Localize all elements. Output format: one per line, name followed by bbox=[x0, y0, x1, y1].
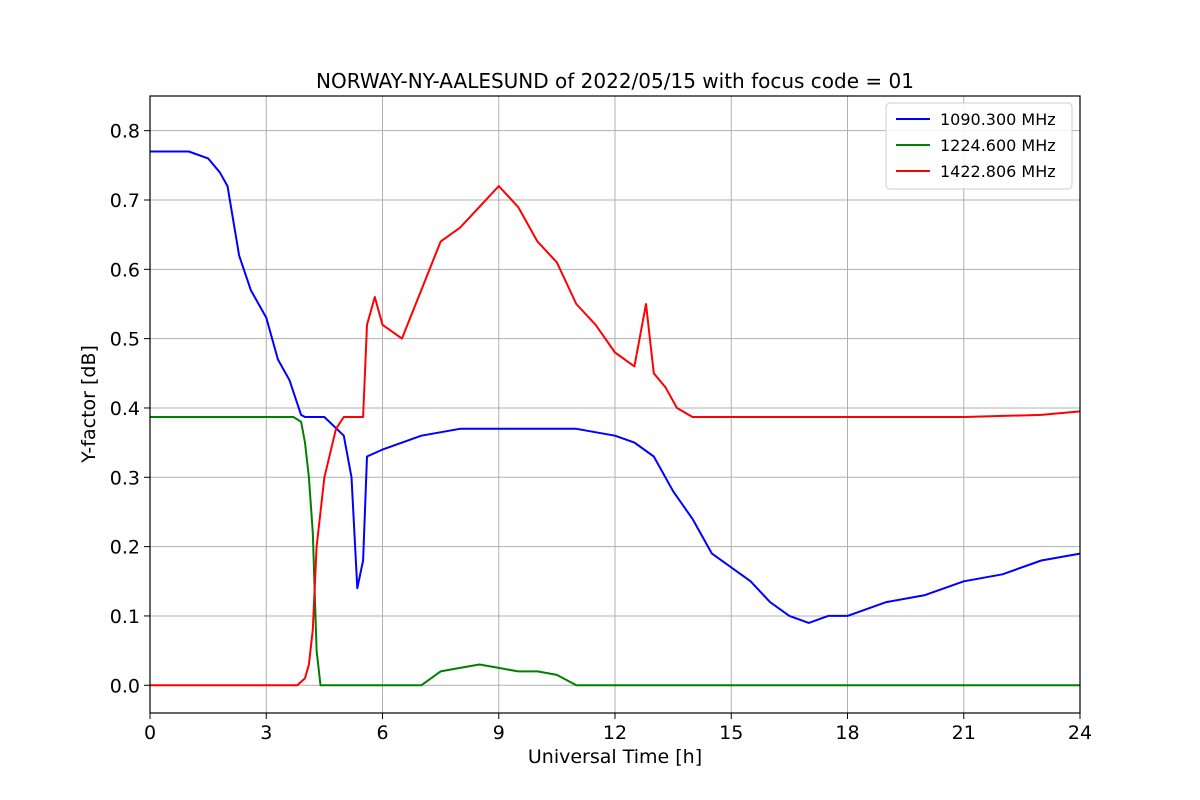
legend-label-1422-806-mhz: 1422.806 MHz bbox=[940, 162, 1056, 181]
y-axis-ticks: 0.0 0.1 0.2 0.3 0.4 0.5 0.6 0.7 0.8 bbox=[110, 121, 150, 697]
x-tick-label: 21 bbox=[952, 722, 976, 744]
chart-title: NORWAY-NY-AALESUND of 2022/05/15 with fo… bbox=[316, 69, 914, 93]
plot-area bbox=[150, 150, 1081, 687]
y-tick-label: 0.0 bbox=[110, 675, 140, 697]
y-tick-label: 0.3 bbox=[110, 467, 140, 489]
y-tick-label: 0.4 bbox=[110, 398, 140, 420]
y-tick-label: 0.7 bbox=[110, 190, 140, 212]
x-axis-ticks: 0 3 6 9 12 15 18 21 24 bbox=[144, 713, 1092, 744]
x-tick-label: 9 bbox=[493, 722, 505, 744]
series-line-1224-600-mhz bbox=[150, 416, 1080, 687]
series-line-1422-806-mhz bbox=[150, 185, 1081, 687]
legend-label-1090-300-mhz: 1090.300 MHz bbox=[940, 110, 1056, 129]
legend: 1090.300 MHz 1224.600 MHz 1422.806 MHz bbox=[885, 102, 1073, 190]
legend-label-1224-600-mhz: 1224.600 MHz bbox=[940, 136, 1056, 155]
x-tick-label: 15 bbox=[719, 722, 743, 744]
y-tick-label: 0.2 bbox=[110, 537, 140, 559]
series-line-1090-300-mhz bbox=[150, 150, 1081, 624]
x-tick-label: 0 bbox=[144, 722, 156, 744]
x-axis-label: Universal Time [h] bbox=[528, 746, 702, 768]
x-tick-label: 6 bbox=[376, 722, 388, 744]
x-tick-label: 3 bbox=[260, 722, 272, 744]
x-tick-label: 12 bbox=[603, 722, 627, 744]
y-tick-label: 0.6 bbox=[110, 259, 140, 281]
x-tick-label: 24 bbox=[1068, 722, 1092, 744]
y-tick-label: 0.5 bbox=[110, 329, 140, 351]
y-tick-label: 0.1 bbox=[110, 606, 140, 628]
y-axis-label: Y-factor [dB] bbox=[78, 345, 100, 464]
legend-box bbox=[885, 102, 1073, 190]
x-tick-label: 18 bbox=[835, 722, 859, 744]
y-tick-label: 0.8 bbox=[110, 121, 140, 143]
